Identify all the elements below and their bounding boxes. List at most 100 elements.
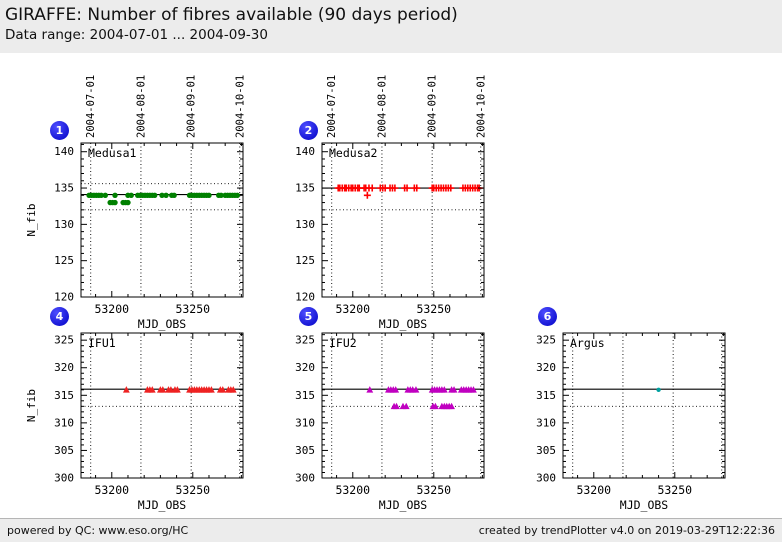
panel-medusa1: 120 125 130 135 140 53200 53250 2004-07-01 2004-… [21,75,251,343]
y-tick-label: 130 [54,218,74,231]
y-tick-label: 325 [54,334,74,347]
y-tick-label: 310 [536,416,556,429]
data-point [98,192,104,199]
data-point [112,199,118,206]
y-tick-label: 305 [536,444,556,457]
x-tick-label: 53250 [175,483,210,497]
footer-powered-by: powered by QC: www.eso.org/HC [7,524,189,537]
data-point [208,386,215,393]
plot-background [81,143,243,297]
y-tick-label: 320 [536,361,556,374]
data-point [412,386,420,393]
y-tick-label: 140 [295,145,315,158]
panel-label: Medusa1 [88,146,137,160]
plot-box [321,142,485,298]
top-date-label: 2004-10-01 [475,75,487,138]
data-point [402,402,410,410]
y-tick-label: 315 [295,389,315,402]
ifu1-plot: 300 305 310 315 320 325 53200 53250 IFU1 MJD_OBS N… [25,332,244,512]
panel-badge-6: 6 [538,307,557,326]
data-point [448,402,455,410]
y-tick-label: 320 [54,361,74,374]
medusa2-plot: 120 125 130 135 140 53200 53250 2004-07-01 2004-… [295,75,487,331]
y-tick-label: 305 [295,444,315,457]
y-tick-label: 325 [295,334,315,347]
data-point [403,184,411,192]
argus-plot: 300 305 310 315 320 325 53200 53250 Argus MJD_OBS [536,332,726,512]
data-point [102,192,109,199]
footer-created-by: created by trendPlotter v4.0 on 2019-03-… [478,524,775,537]
data-point [159,386,167,393]
x-tick-label: 53250 [175,302,210,316]
x-tick-label: 53200 [94,483,129,497]
y-tick-label: 325 [536,334,556,347]
plot-background [81,333,243,478]
data-point [450,386,458,393]
top-date-label: 2004-10-01 [234,75,246,138]
data-point [366,386,374,393]
panel-badge-4: 4 [50,307,69,326]
x-axis-label: MJD_OBS [138,498,187,512]
data-point [234,192,241,199]
panel-label: Medusa2 [329,146,377,160]
ifu2-plot: 300 305 310 315 320 325 53200 53250 IFU2 MJD_OBS [295,332,485,512]
plot-box [80,142,244,298]
data-point [432,402,439,410]
report-footer: powered by QC: www.eso.org/HC created by… [0,518,782,542]
y-tick-label: 120 [295,291,315,304]
data-point [363,191,371,199]
y-tick-label: 300 [536,472,556,485]
medusa1-plot: 120 125 130 135 140 53200 53250 2004-07-01 2004-… [25,75,246,331]
date-range-subtitle: Data range: 2004-07-01 ... 2004-09-30 [5,27,268,43]
page-title: GIRAFFE: Number of fibres available (90 … [5,5,458,25]
panel-badge-1: 1 [50,121,69,140]
data-point [148,386,156,393]
y-tick-label: 320 [295,361,315,374]
x-axis-label: MJD_OBS [620,498,669,512]
panel-ifu1: 300 305 310 315 320 325 53200 53250 IFU1 MJD_OBS N… [21,323,251,527]
top-date-label: 2004-09-01 [186,75,198,138]
y-tick-label: 300 [295,472,315,485]
panel-label: Argus [570,336,605,350]
data-point [112,192,118,199]
data-point [159,192,165,199]
data-point [163,192,169,199]
panel-badge-2: 2 [299,121,318,140]
x-tick-label: 53250 [416,483,451,497]
report-header: GIRAFFE: Number of fibres available (90 … [0,0,782,53]
x-axis-label: MJD_OBS [379,317,428,331]
data-point [122,386,130,393]
panel-label: IFU1 [88,336,116,350]
x-tick-label: 53200 [335,483,370,497]
plot-background [563,333,725,478]
data-point [440,386,448,393]
panel-ifu2: 300 305 310 315 320 325 53200 53250 IFU2 MJD_OBS [262,323,492,527]
y-tick-label: 305 [54,444,74,457]
data-point [128,192,134,199]
y-tick-label: 310 [54,416,74,429]
panel-label: IFU2 [329,336,357,350]
y-tick-label: 120 [54,291,74,304]
x-tick-label: 53200 [576,483,611,497]
panel-medusa2: 120 125 130 135 140 53200 53250 2004-07-01 2004-… [262,75,492,343]
y-tick-label: 130 [295,218,315,231]
x-axis-label: MJD_OBS [138,317,187,331]
data-point [391,184,399,192]
data-point [656,387,661,392]
y-tick-label: 315 [536,389,556,402]
plot-box [80,332,244,479]
data-point [447,184,455,192]
data-point [393,402,400,410]
x-tick-label: 53200 [335,302,370,316]
data-point [392,386,400,393]
data-point [218,192,224,199]
panel-badge-5: 5 [299,307,318,326]
top-date-label: 2004-09-01 [427,75,439,138]
data-point [171,192,177,199]
plot-box [321,332,485,479]
y-tick-label: 135 [54,182,74,195]
y-tick-label: 125 [295,254,315,267]
plot-box [562,332,726,479]
data-point [413,184,421,192]
